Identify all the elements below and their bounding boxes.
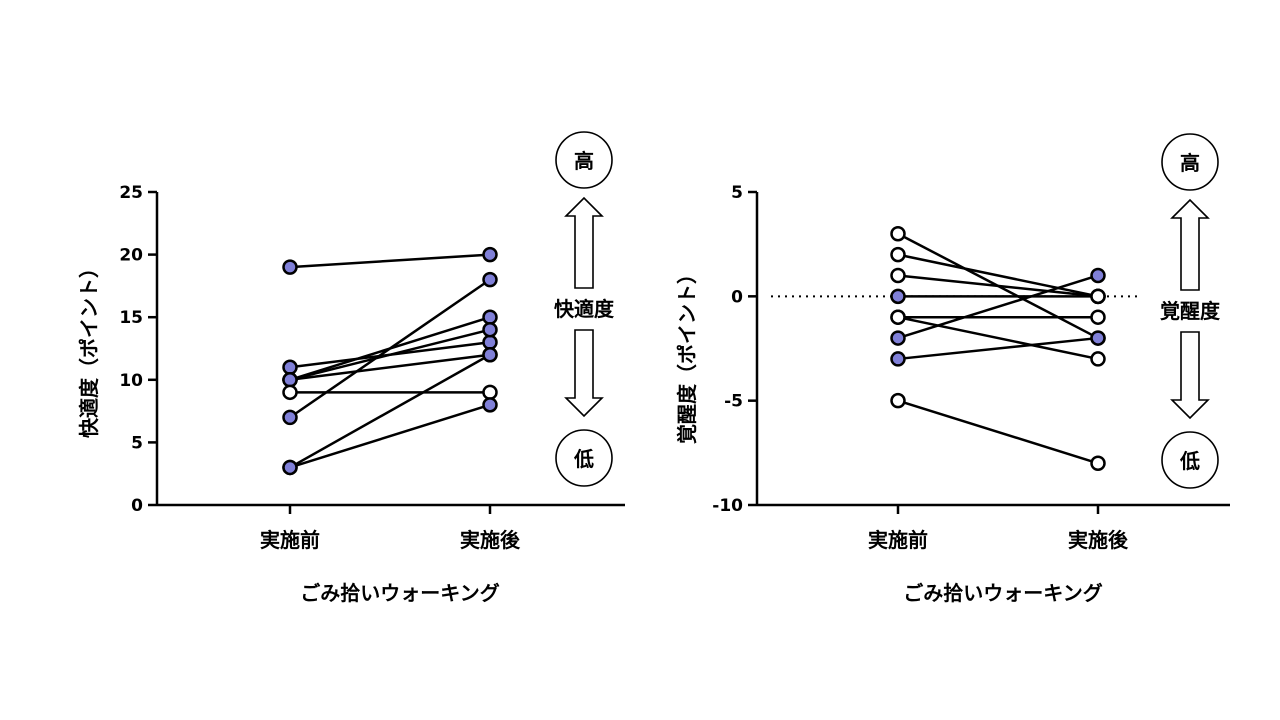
subject-line <box>897 336 1099 361</box>
y-tick-label: 10 <box>119 371 143 391</box>
high-label-arousal: 高 <box>1180 151 1200 175</box>
y-tick-label: 0 <box>731 287 743 307</box>
high-badge-arousal <box>1161 133 1219 191</box>
data-point <box>890 288 906 305</box>
y-tick-label: 15 <box>119 308 143 328</box>
data-point <box>282 372 298 388</box>
y-axis-title-arousal: 覚醒度（ポイント） <box>675 264 699 444</box>
data-point <box>890 351 906 367</box>
data-point <box>890 309 906 325</box>
x-category-label: 実施前 <box>260 528 320 552</box>
x-axis-title-comfort: ごみ拾いウォーキング <box>300 581 499 605</box>
data-point <box>482 347 498 363</box>
data-point <box>282 384 298 401</box>
y-tick-label: -5 <box>724 392 743 412</box>
data-point <box>890 246 906 263</box>
subject-line <box>897 253 1099 298</box>
subject-line <box>897 315 1099 361</box>
data-point <box>1090 288 1106 305</box>
scale-label-arousal: 覚醒度 <box>1160 299 1221 323</box>
data-point <box>482 309 498 325</box>
low-label-arousal: 低 <box>1179 449 1200 473</box>
subject-line <box>289 403 491 469</box>
data-point <box>1090 309 1106 325</box>
high-label-comfort: 高 <box>574 149 594 173</box>
y-axis-title-comfort: 快適度（ポイント） <box>77 258 101 438</box>
subject-line <box>897 274 1099 298</box>
data-point <box>1090 455 1106 472</box>
data-point <box>482 384 498 401</box>
x-category-label: 実施後 <box>1068 528 1129 552</box>
data-point <box>482 334 498 350</box>
data-point <box>482 321 498 338</box>
y-tick-label: -10 <box>712 496 743 516</box>
data-point <box>482 246 498 263</box>
scale-label-comfort: 快適度 <box>554 297 615 321</box>
subject-line <box>897 399 1099 465</box>
subject-line <box>897 274 1099 340</box>
subject-line <box>289 253 491 269</box>
y-tick-label: 5 <box>131 433 143 453</box>
data-point <box>282 259 298 275</box>
down-arrow-icon <box>564 329 604 418</box>
up-arrow-icon <box>1170 198 1210 291</box>
subject-line <box>289 353 491 382</box>
subject-line <box>289 278 491 419</box>
data-point <box>482 397 498 413</box>
data-point <box>282 359 298 376</box>
high-badge-comfort <box>555 131 613 189</box>
data-point <box>890 330 906 346</box>
low-badge-arousal <box>1161 431 1219 489</box>
data-point <box>890 392 906 409</box>
data-point <box>282 409 298 426</box>
y-tick-label: 0 <box>131 496 143 516</box>
low-badge-comfort <box>555 429 613 487</box>
x-category-label: 実施後 <box>460 528 521 552</box>
up-arrow-icon <box>564 196 604 289</box>
y-tick-label: 20 <box>119 246 143 266</box>
data-point <box>482 271 498 288</box>
low-label-comfort: 低 <box>573 447 594 471</box>
subject-line <box>289 353 491 469</box>
y-tick-label: 5 <box>731 183 743 203</box>
y-tick-label: 25 <box>119 183 143 203</box>
data-point <box>890 225 906 242</box>
chart-arousal: 覚醒度（ポイント） ごみ拾いウォーキング -10 -5 0 5 実施前 実施後 高 低 覚… <box>675 133 1230 605</box>
down-arrow-icon <box>1170 331 1210 420</box>
x-category-label: 実施前 <box>868 528 928 552</box>
data-point <box>282 459 298 476</box>
data-point <box>1090 351 1106 367</box>
data-point <box>1090 267 1106 284</box>
x-axis-title-arousal: ごみ拾いウォーキング <box>903 581 1102 605</box>
data-point <box>890 267 906 284</box>
subject-line <box>289 328 491 382</box>
data-point <box>1090 330 1106 346</box>
